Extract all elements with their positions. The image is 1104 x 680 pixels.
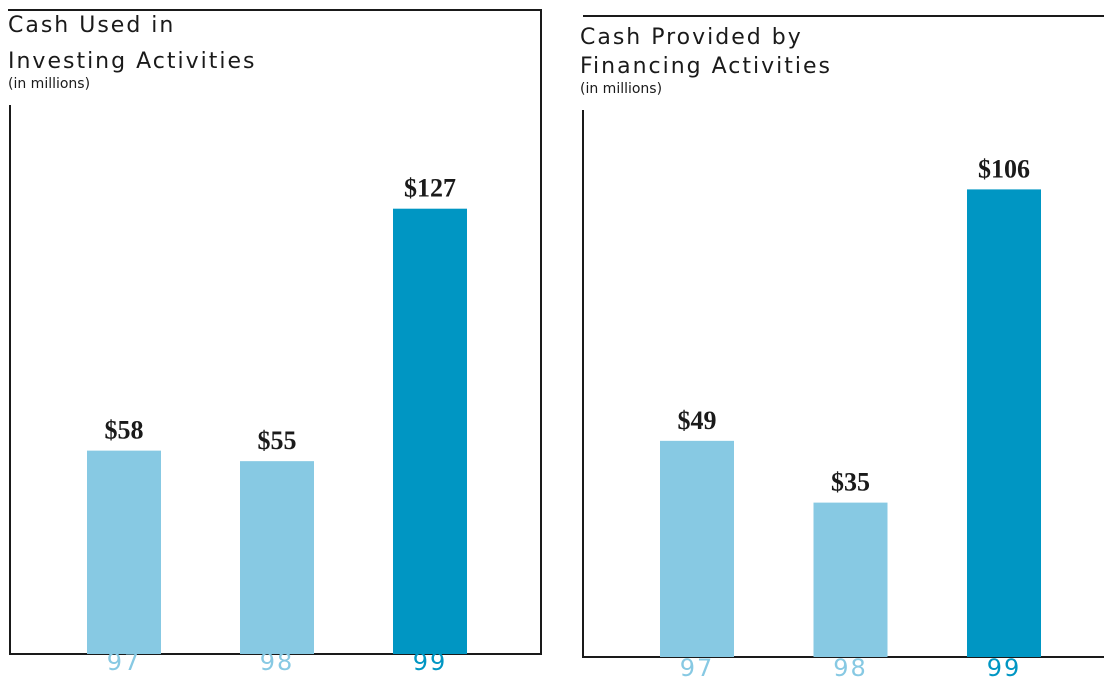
chart-title: Financing Activities	[580, 54, 832, 79]
value-label: $58	[105, 416, 144, 445]
x-tick-label: 99	[413, 648, 448, 676]
bar	[393, 208, 467, 654]
bar	[87, 450, 161, 654]
bar	[967, 189, 1041, 657]
bar	[660, 440, 734, 657]
value-label: $49	[678, 406, 717, 435]
x-tick-label: 97	[107, 648, 142, 676]
chart-title: Cash Provided by	[580, 25, 803, 50]
value-label: $106	[978, 154, 1030, 183]
value-label: $127	[404, 174, 456, 203]
chart-title: Cash Used in	[8, 13, 175, 38]
chart-subtitle: (in millions)	[8, 76, 90, 92]
bar	[240, 461, 314, 654]
chart-subtitle: (in millions)	[580, 81, 662, 97]
bar	[813, 502, 888, 657]
value-label: $35	[831, 468, 870, 497]
x-tick-label: 97	[680, 654, 715, 680]
x-tick-label: 98	[833, 654, 868, 680]
value-label: $55	[258, 426, 297, 455]
x-tick-label: 98	[260, 648, 295, 676]
chart-title: Investing Activities	[8, 49, 256, 74]
x-tick-label: 99	[987, 654, 1022, 680]
